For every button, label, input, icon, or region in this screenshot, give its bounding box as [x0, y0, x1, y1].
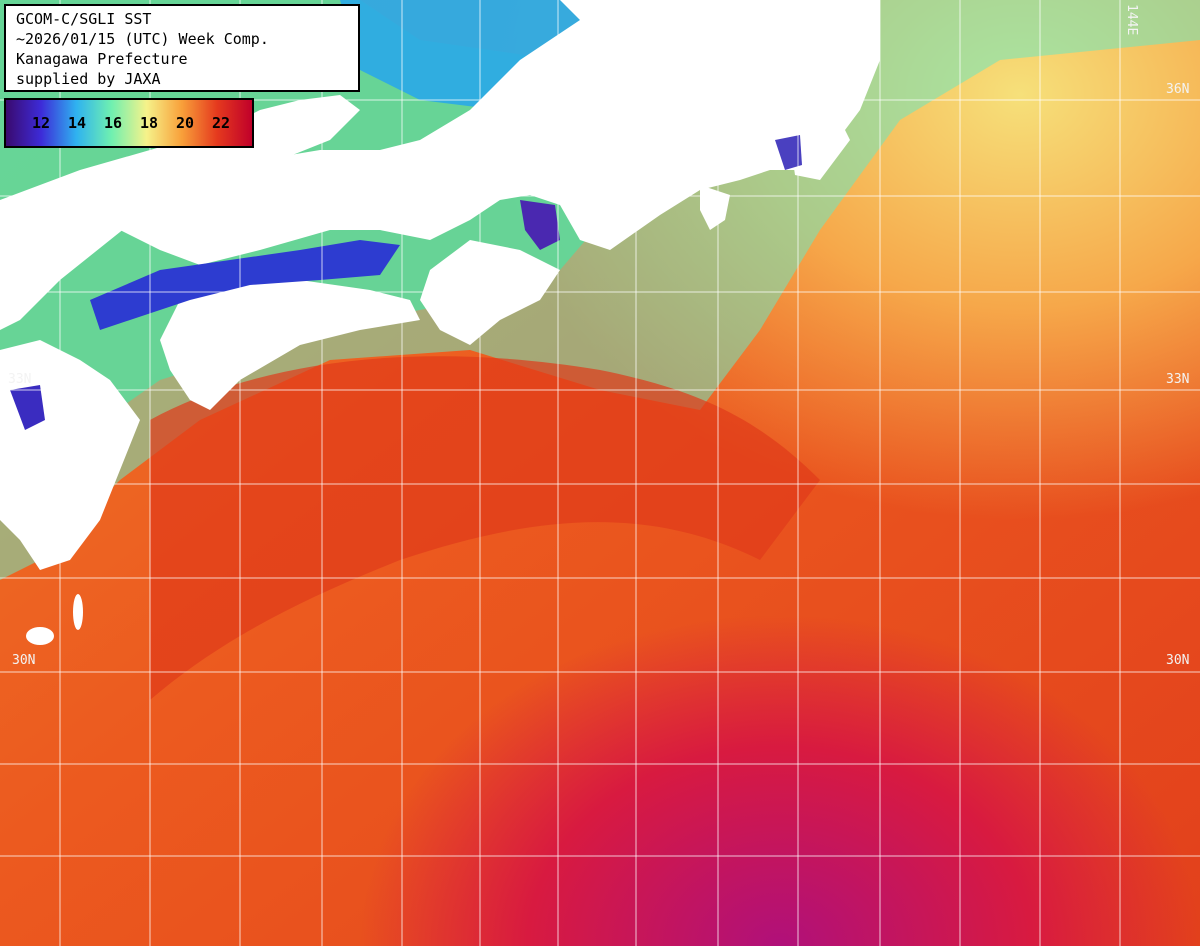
sst-legend: 12 14 16 18 20 22: [4, 98, 254, 148]
land-shikoku: [160, 280, 420, 410]
title-line-satellite: GCOM-C/SGLI SST: [16, 10, 152, 28]
land-chugoku: [0, 95, 360, 330]
title-line-date: ~2026/01/15 (UTC) Week Comp.: [16, 30, 269, 48]
title-line-agency: Kanagawa Prefecture: [16, 50, 188, 68]
legend-tick-14: 14: [68, 114, 87, 132]
lat-label-30n-right: 30N: [1166, 653, 1190, 668]
ariake-bay: [10, 385, 45, 430]
north-blue-sea: [340, 0, 640, 110]
osaka-bay: [520, 200, 560, 250]
lat-label-33n-right: 33N: [1166, 372, 1190, 387]
land-honshu: [120, 0, 880, 265]
lat-label-36n-right: 36N: [1166, 82, 1190, 97]
title-line-credit: supplied by JAXA: [16, 70, 161, 88]
lat-label-33n-left: 33N: [8, 372, 32, 387]
legend-tick-12: 12: [32, 114, 51, 132]
lon-label-144e-top: 144E: [1124, 4, 1139, 36]
title-box: GCOM-C/SGLI SST ~2026/01/15 (UTC) Week C…: [4, 4, 360, 92]
legend-tick-18: 18: [140, 114, 159, 132]
kuroshio-core: [150, 356, 820, 700]
land-tanegashima: [73, 594, 83, 630]
legend-color-bar: [6, 100, 252, 146]
legend-tick-22: 22: [212, 114, 231, 132]
land-yakushima: [26, 627, 54, 645]
land-boso: [790, 120, 850, 180]
legend-tick-labels: 12 14 16 18 20 22: [6, 100, 252, 146]
legend-tick-16: 16: [104, 114, 123, 132]
legend-tick-20: 20: [176, 114, 195, 132]
tokyo-bay: [775, 135, 802, 170]
lat-label-30n-left: 30N: [12, 653, 36, 668]
